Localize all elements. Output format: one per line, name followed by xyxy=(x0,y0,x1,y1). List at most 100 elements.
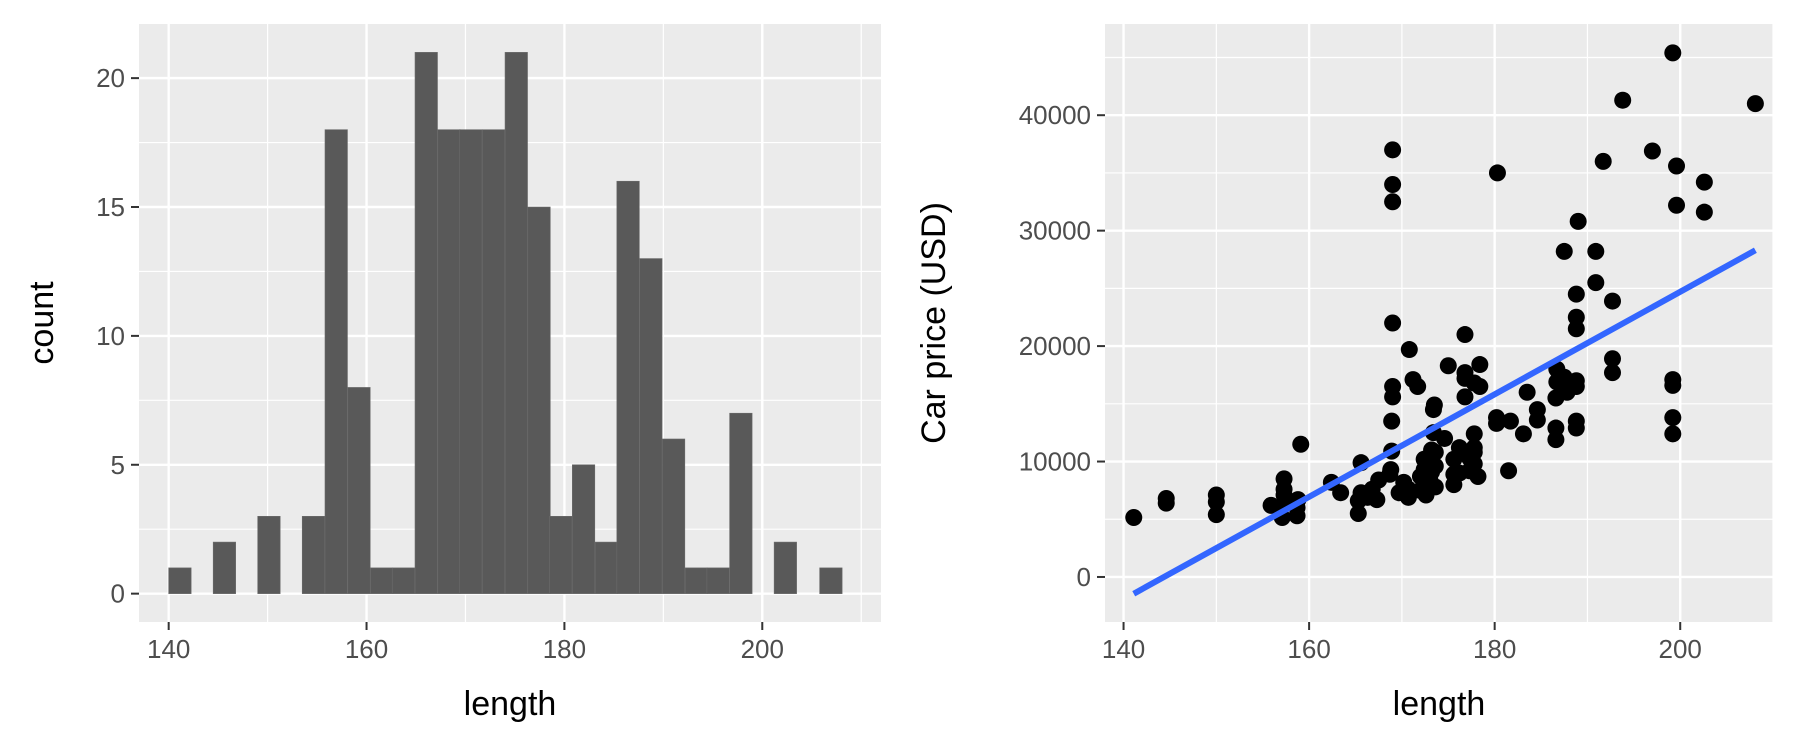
scatter-y-tick-label: 40000 xyxy=(1019,100,1091,130)
histogram-bar xyxy=(706,567,730,594)
hist-y-tick-label: 20 xyxy=(96,63,125,93)
histogram-bar xyxy=(414,52,438,594)
scatter-point xyxy=(1695,203,1713,221)
hist-y-tick-label: 15 xyxy=(96,192,125,222)
histogram-bar xyxy=(773,541,797,594)
scatter-point xyxy=(1664,44,1682,62)
hist-x-tick-label: 160 xyxy=(345,634,388,664)
scatter-chart: 140 160 180 200 0 10000 20000 30000 40000 length C… xyxy=(915,24,1774,723)
histogram-bar xyxy=(324,129,348,594)
scatter-point xyxy=(1426,457,1444,475)
scatter-point xyxy=(1567,372,1585,390)
histogram-bar xyxy=(549,516,573,594)
hist-y-tick-label: 5 xyxy=(111,450,125,480)
scatter-point xyxy=(1275,470,1293,488)
hist-x-axis-title: length xyxy=(464,685,557,723)
hist-y-tick-label: 10 xyxy=(96,321,125,351)
scatter-point xyxy=(1368,491,1386,509)
scatter-point xyxy=(1501,412,1519,430)
scatter-point xyxy=(1292,435,1310,453)
scatter-y-axis-title: Car price (USD) xyxy=(915,202,953,444)
scatter-x-tick-label: 160 xyxy=(1287,634,1330,664)
scatter-x-axis-title: length xyxy=(1393,685,1486,723)
scatter-y-tick-label: 30000 xyxy=(1019,216,1091,246)
scatter-point xyxy=(1207,486,1225,504)
scatter-point xyxy=(1518,383,1536,401)
scatter-point xyxy=(1157,489,1175,507)
histogram-bar xyxy=(391,567,416,594)
scatter-x-tick-label: 140 xyxy=(1102,634,1145,664)
scatter-point xyxy=(1488,409,1506,427)
scatter-point xyxy=(1450,439,1468,457)
scatter-point xyxy=(1587,274,1605,292)
histogram-bar xyxy=(301,516,325,594)
scatter-point xyxy=(1488,164,1506,182)
histogram-bar xyxy=(437,129,461,594)
scatter-point xyxy=(1207,506,1225,524)
scatter-x-tick-label: 200 xyxy=(1659,634,1702,664)
scatter-point xyxy=(1500,462,1518,480)
scatter-point xyxy=(1465,425,1483,443)
histogram-bar xyxy=(481,129,506,594)
scatter-point xyxy=(1668,157,1686,175)
hist-y-tick-label: 0 xyxy=(111,579,125,609)
scatter-point xyxy=(1400,341,1418,359)
scatter-point xyxy=(1332,484,1350,502)
scatter-point xyxy=(1384,193,1402,211)
scatter-point xyxy=(1425,396,1443,414)
scatter-panel-background xyxy=(1105,24,1773,622)
scatter-point xyxy=(1514,425,1532,443)
histogram-bar xyxy=(168,567,192,594)
histogram-bar xyxy=(212,541,236,594)
scatter-point xyxy=(1567,285,1585,303)
scatter-point xyxy=(1456,388,1474,406)
scatter-point xyxy=(1664,425,1682,443)
scatter-point xyxy=(1643,142,1661,160)
scatter-point xyxy=(1384,314,1402,332)
scatter-point xyxy=(1547,419,1565,437)
scatter-point xyxy=(1614,91,1632,109)
scatter-point xyxy=(1436,429,1454,447)
histogram-bar xyxy=(459,129,483,594)
scatter-point xyxy=(1664,371,1682,389)
histogram-bar xyxy=(504,52,528,594)
scatter-point xyxy=(1594,152,1612,170)
scatter-point xyxy=(1668,196,1686,214)
scatter-point xyxy=(1409,377,1427,395)
histogram-bar xyxy=(527,206,551,594)
histogram-bar xyxy=(729,412,753,594)
scatter-point xyxy=(1383,412,1401,430)
scatter-point xyxy=(1603,292,1621,310)
scatter-point xyxy=(1567,412,1585,430)
scatter-point xyxy=(1528,401,1546,419)
scatter-point xyxy=(1426,478,1444,496)
scatter-point xyxy=(1555,242,1573,260)
scatter-point xyxy=(1384,175,1402,193)
histogram-bar xyxy=(370,567,394,594)
scatter-point xyxy=(1349,504,1367,522)
scatter-point xyxy=(1567,308,1585,326)
histogram-bar xyxy=(572,464,596,594)
histogram-bar xyxy=(257,516,281,594)
hist-x-tick-label: 200 xyxy=(741,634,784,664)
scatter-point xyxy=(1384,141,1402,159)
scatter-point xyxy=(1569,212,1587,230)
scatter-point xyxy=(1695,173,1713,191)
scatter-point xyxy=(1426,443,1444,461)
scatter-point xyxy=(1439,357,1457,375)
regression-line xyxy=(1132,247,1757,597)
scatter-point xyxy=(1125,509,1143,527)
scatter-point xyxy=(1603,364,1621,382)
hist-y-axis-title: count xyxy=(23,281,61,365)
histogram-bar xyxy=(639,258,663,594)
histogram-bar xyxy=(347,387,371,594)
scatter-point xyxy=(1262,496,1280,514)
histogram-chart: 140 160 180 200 0 5 10 15 20 length count xyxy=(23,24,881,723)
scatter-x-tick-label: 180 xyxy=(1473,634,1516,664)
scatter-y-tick-label: 0 xyxy=(1077,562,1091,592)
scatter-point xyxy=(1471,356,1489,374)
scatter-y-tick-label: 10000 xyxy=(1019,447,1091,477)
scatter-point xyxy=(1603,350,1621,368)
histogram-bar xyxy=(662,438,686,594)
